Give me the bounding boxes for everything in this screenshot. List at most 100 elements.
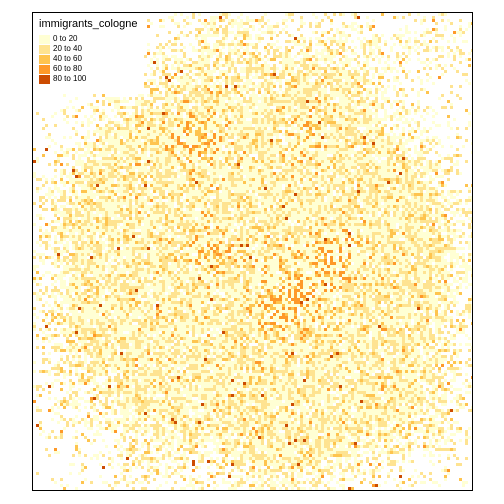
raster-cell	[135, 166, 138, 169]
raster-cell	[333, 67, 336, 70]
raster-cell	[294, 166, 297, 169]
raster-cell	[201, 127, 204, 130]
raster-cell	[147, 169, 150, 172]
raster-cell	[348, 154, 351, 157]
raster-cell	[285, 112, 288, 115]
raster-cell	[261, 112, 264, 115]
raster-cell	[222, 103, 225, 106]
raster-cell	[237, 190, 240, 193]
raster-cell	[387, 139, 390, 142]
raster-cell	[231, 67, 234, 70]
raster-cell	[237, 187, 240, 190]
raster-cell	[204, 46, 207, 49]
raster-cell	[234, 94, 237, 97]
raster-cell	[387, 145, 390, 148]
raster-cell	[387, 166, 390, 169]
raster-cell	[258, 103, 261, 106]
raster-cell	[126, 157, 129, 160]
raster-cell	[84, 187, 87, 190]
raster-cell	[105, 148, 108, 151]
raster-cell	[207, 115, 210, 118]
raster-cell	[408, 124, 411, 127]
raster-cell	[258, 22, 261, 25]
raster-cell	[252, 172, 255, 175]
raster-cell	[297, 94, 300, 97]
raster-cell	[360, 178, 363, 181]
raster-cell	[237, 184, 240, 187]
raster-cell	[162, 46, 165, 49]
raster-cell	[291, 121, 294, 124]
raster-cell	[177, 61, 180, 64]
raster-cell	[177, 169, 180, 172]
raster-cell	[243, 124, 246, 127]
raster-cell	[369, 142, 372, 145]
raster-cell	[288, 166, 291, 169]
raster-cell	[51, 181, 54, 184]
raster-cell	[315, 193, 318, 196]
raster-cell	[198, 163, 201, 166]
raster-cell	[402, 34, 405, 37]
raster-cell	[135, 160, 138, 163]
raster-cell	[315, 37, 318, 40]
raster-cell	[195, 106, 198, 109]
raster-cell	[102, 151, 105, 154]
raster-cell	[153, 190, 156, 193]
raster-cell	[228, 118, 231, 121]
raster-cell	[126, 118, 129, 121]
raster-cell	[141, 178, 144, 181]
raster-cell	[396, 148, 399, 151]
raster-cell	[165, 175, 168, 178]
raster-cell	[180, 31, 183, 34]
raster-cell	[225, 43, 228, 46]
raster-cell	[150, 151, 153, 154]
raster-cell	[390, 154, 393, 157]
raster-cell	[273, 166, 276, 169]
raster-cell	[204, 184, 207, 187]
raster-cell	[285, 118, 288, 121]
raster-cell	[219, 109, 222, 112]
raster-cell	[129, 142, 132, 145]
raster-cell	[306, 106, 309, 109]
raster-cell	[234, 115, 237, 118]
raster-cell	[102, 184, 105, 187]
raster-cell	[276, 148, 279, 151]
raster-cell	[294, 169, 297, 172]
raster-cell	[294, 157, 297, 160]
raster-cell	[99, 169, 102, 172]
raster-cell	[273, 115, 276, 118]
raster-cell	[297, 127, 300, 130]
raster-cell	[351, 175, 354, 178]
raster-cell	[132, 145, 135, 148]
raster-cell	[447, 157, 450, 160]
raster-cell	[285, 193, 288, 196]
raster-cell	[402, 70, 405, 73]
raster-cell	[321, 193, 324, 196]
raster-cell	[276, 193, 279, 196]
raster-cell	[330, 55, 333, 58]
raster-cell	[300, 76, 303, 79]
raster-cell	[396, 76, 399, 79]
raster-cell	[468, 22, 471, 25]
raster-cell	[447, 40, 450, 43]
raster-cell	[405, 43, 408, 46]
raster-cell	[174, 145, 177, 148]
raster-cell	[198, 49, 201, 52]
raster-cell	[261, 76, 264, 79]
raster-cell	[348, 175, 351, 178]
raster-cell	[294, 145, 297, 148]
raster-cell	[423, 184, 426, 187]
raster-cell	[369, 184, 372, 187]
raster-cell	[210, 151, 213, 154]
raster-cell	[117, 187, 120, 190]
raster-cell	[300, 190, 303, 193]
raster-cell	[300, 187, 303, 190]
raster-cell	[96, 100, 99, 103]
raster-cell	[261, 178, 264, 181]
raster-cell	[222, 115, 225, 118]
raster-cell	[213, 169, 216, 172]
raster-cell	[354, 118, 357, 121]
raster-cell	[378, 178, 381, 181]
raster-cell	[339, 169, 342, 172]
raster-cell	[273, 133, 276, 136]
raster-cell	[396, 109, 399, 112]
